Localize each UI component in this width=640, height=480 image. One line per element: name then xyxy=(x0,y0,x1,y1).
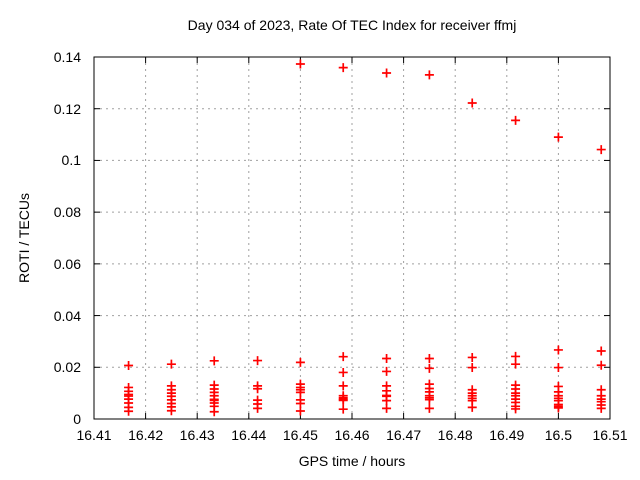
data-point-marker xyxy=(511,115,521,125)
data-point-marker xyxy=(511,359,521,369)
data-point-marker xyxy=(338,352,348,362)
x-tick-label: 16.44 xyxy=(231,427,267,443)
y-tick-label: 0.08 xyxy=(53,204,81,221)
data-point-marker xyxy=(209,407,219,417)
data-point-marker xyxy=(166,359,176,369)
y-tick-label: 0.02 xyxy=(53,359,81,376)
y-tick-label: 0.14 xyxy=(53,49,81,65)
data-point-marker xyxy=(209,356,219,366)
data-point-marker xyxy=(553,363,563,373)
data-point-marker xyxy=(338,367,348,377)
x-tick-label: 16.43 xyxy=(179,427,215,443)
x-tick-label: 16.48 xyxy=(437,427,473,443)
data-point-marker xyxy=(467,363,477,373)
x-tick-label: 16.47 xyxy=(386,427,422,443)
data-point-marker xyxy=(253,356,263,366)
x-tick-label: 16.41 xyxy=(76,427,112,443)
data-point-marker xyxy=(253,403,263,413)
data-point-marker xyxy=(596,403,606,413)
y-tick-label: 0.12 xyxy=(53,100,81,117)
data-point-marker xyxy=(424,395,434,405)
y-tick-label: 0.06 xyxy=(53,255,81,272)
y-tick-label: 0 xyxy=(73,411,81,427)
data-point-marker xyxy=(338,395,348,405)
data-point-marker xyxy=(511,404,521,414)
data-point-marker xyxy=(124,360,134,370)
x-tick-label: 16.5 xyxy=(544,427,573,443)
data-point-marker xyxy=(467,352,477,362)
data-point-marker xyxy=(553,345,563,355)
data-point-marker xyxy=(553,132,563,142)
data-point-marker xyxy=(424,403,434,413)
data-point-marker xyxy=(253,384,263,394)
x-tick-label: 16.46 xyxy=(334,427,370,443)
data-point-marker xyxy=(166,406,176,416)
x-tick-label: 16.42 xyxy=(128,427,164,443)
data-point-marker xyxy=(424,363,434,373)
data-point-marker xyxy=(467,98,477,108)
data-point-marker xyxy=(338,381,348,391)
x-axis-label: GPS time / hours xyxy=(298,453,406,469)
data-point-marker xyxy=(338,404,348,414)
data-point-marker xyxy=(553,403,563,413)
data-point-marker xyxy=(467,402,477,412)
data-point-marker xyxy=(295,357,305,367)
data-point-marker xyxy=(124,406,134,416)
data-point-marker xyxy=(295,406,305,416)
data-point-marker xyxy=(596,360,606,370)
data-point-marker xyxy=(338,63,348,73)
data-point-marker xyxy=(382,396,392,406)
data-point-marker xyxy=(382,68,392,78)
data-point-marker xyxy=(511,351,521,361)
data-point-marker xyxy=(596,346,606,356)
data-point-marker xyxy=(424,70,434,80)
data-point-marker xyxy=(295,59,305,69)
data-point-marker xyxy=(382,353,392,363)
data-point-marker xyxy=(596,145,606,155)
y-tick-label: 0.04 xyxy=(53,307,81,324)
chart-title: Day 034 of 2023, Rate Of TEC Index for r… xyxy=(187,17,517,33)
x-tick-label: 16.45 xyxy=(282,427,318,443)
data-point-marker xyxy=(382,403,392,413)
x-tick-label: 16.51 xyxy=(592,427,628,443)
x-tick-label: 16.49 xyxy=(489,427,525,443)
data-point-marker xyxy=(424,353,434,363)
y-tick-label: 0.1 xyxy=(61,152,81,169)
data-point-marker xyxy=(382,366,392,376)
